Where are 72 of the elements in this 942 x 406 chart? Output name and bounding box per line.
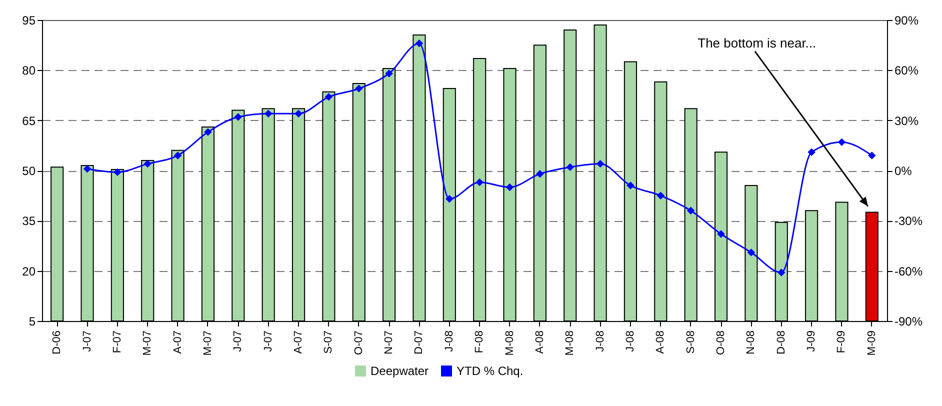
- y-tick-label: 95: [22, 14, 36, 28]
- x-tick-label: A-08: [534, 330, 546, 354]
- x-tick-label: M-08: [564, 330, 576, 356]
- x-tick-label: J-07: [232, 330, 244, 352]
- x-tick-label: J-08: [443, 330, 456, 352]
- point: [415, 40, 424, 48]
- x-tick-label: M-09: [866, 330, 878, 356]
- y-tick-label: 65: [22, 114, 36, 128]
- x-tick-label: D-06: [51, 330, 64, 354]
- y2-tick-label: -60%: [894, 264, 923, 278]
- x-tick-label: J-09: [806, 330, 818, 352]
- y2-tick-label: 0%: [894, 164, 912, 178]
- legend-label: Deepwater: [370, 364, 429, 378]
- point: [446, 195, 454, 203]
- point: [868, 152, 876, 160]
- point: [324, 93, 333, 101]
- point: [204, 128, 212, 136]
- y-tick-label: 35: [22, 214, 36, 228]
- y-tick-label: 80: [22, 64, 36, 78]
- x-tick-label: N-07: [383, 330, 396, 354]
- point: [144, 160, 152, 168]
- point: [294, 110, 302, 118]
- x-tick-label: S-08: [684, 330, 697, 354]
- point: [566, 163, 574, 172]
- point: [506, 183, 514, 192]
- x-tick-label: A-07: [172, 330, 184, 354]
- point: [596, 160, 604, 168]
- y2-tick-label: 30%: [894, 114, 919, 128]
- point: [808, 148, 816, 156]
- y-tick-label: 20: [22, 264, 36, 278]
- x-tick-label: J-07: [81, 330, 94, 352]
- point: [717, 230, 725, 238]
- point: [174, 152, 182, 160]
- x-tick-label: A-08: [654, 330, 667, 354]
- x-tick-label: M-07: [142, 330, 154, 356]
- point: [476, 178, 484, 186]
- point: [626, 182, 634, 190]
- y-tick-label: 5: [28, 314, 36, 328]
- x-tick-label: N-08: [745, 330, 758, 354]
- point: [656, 192, 665, 200]
- legend-label: YTD % Chq.: [456, 364, 524, 378]
- x-tick-label: O-07: [352, 330, 365, 355]
- y2-tick-label: -30%: [894, 214, 923, 228]
- point: [234, 113, 242, 121]
- point: [838, 138, 846, 146]
- x-tick-label: F-07: [111, 330, 124, 354]
- y2-tick-label: 60%: [894, 64, 919, 78]
- point: [385, 70, 393, 78]
- x-tick-label: A-07: [292, 330, 305, 354]
- x-tick-label: J-08: [624, 330, 636, 352]
- y2-tick-label: 90%: [894, 14, 919, 28]
- x-tick-label: J-08: [594, 330, 606, 352]
- point: [83, 164, 92, 173]
- x-tick-label: M-08: [504, 330, 516, 356]
- x-tick-label: D-08: [775, 330, 788, 354]
- y2-tick-label: -90%: [894, 314, 923, 328]
- x-tick-label: M-07: [202, 330, 214, 356]
- point: [355, 84, 363, 92]
- x-tick-label: D-07: [413, 330, 426, 354]
- annotation: The bottom is near...: [698, 35, 816, 50]
- point: [264, 110, 272, 118]
- x-tick-label: F-09: [836, 330, 848, 354]
- point: [747, 248, 756, 256]
- point: [778, 268, 786, 276]
- x-tick-label: S-07: [322, 330, 335, 354]
- x-tick-label: O-08: [715, 330, 728, 355]
- point: [114, 168, 122, 176]
- y-tick-label: 50: [22, 164, 36, 178]
- point: [536, 170, 544, 178]
- x-tick-label: J-07: [262, 330, 274, 352]
- x-tick-label: F-08: [474, 330, 486, 354]
- point: [686, 206, 695, 215]
